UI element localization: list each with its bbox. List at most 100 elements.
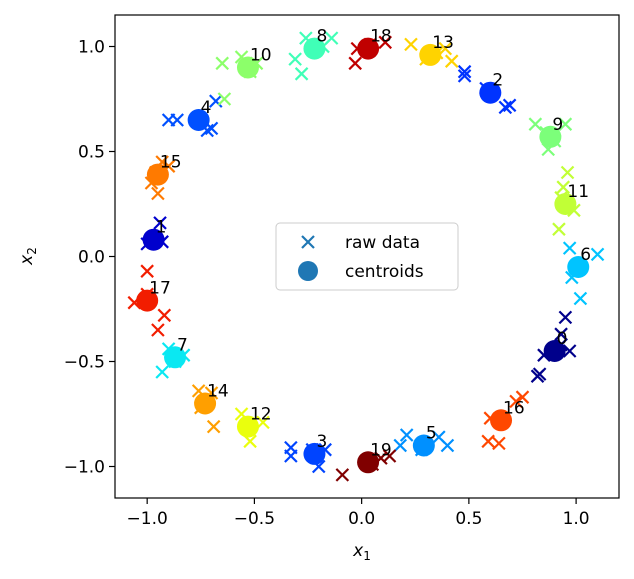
- raw-data-point: [492, 436, 506, 451]
- centroid-label: 1: [156, 218, 167, 238]
- y-tick-label: 1.0: [78, 38, 105, 58]
- x-axis-label: x1: [352, 541, 371, 563]
- raw-data-point: [294, 67, 309, 81]
- centroid-point: [357, 451, 380, 474]
- raw-data-point: [481, 434, 495, 449]
- raw-data-point: [457, 69, 472, 83]
- centroid-label: 5: [426, 424, 437, 444]
- axis-ticks: −1.0 −0.5 0.0 0.5 1.0 −1.0 −0.5 0.0 0.5 1.0: [64, 38, 590, 530]
- centroid-point: [567, 256, 590, 278]
- centroid-point: [236, 56, 259, 79]
- centroid-point: [412, 434, 435, 457]
- raw-data-point: [151, 186, 165, 201]
- centroid-label: 4: [201, 98, 212, 118]
- centroid-label: 6: [580, 245, 591, 265]
- centroid-label: 7: [177, 335, 188, 355]
- raw-data-point: [554, 327, 568, 341]
- x-tick-label: 0.0: [348, 509, 375, 529]
- legend-raw-data-marker-icon: [301, 235, 315, 249]
- y-tick-label: 0.0: [78, 248, 105, 268]
- raw-data-point: [573, 291, 588, 306]
- centroid-point: [479, 81, 502, 104]
- centroid-label: 10: [250, 46, 272, 66]
- centroid-label: 19: [370, 440, 392, 460]
- raw-data-point: [151, 323, 165, 337]
- raw-data-point: [378, 35, 393, 50]
- centroid-label: 16: [503, 398, 525, 418]
- raw-data-point: [170, 113, 184, 127]
- y-tick-label: −0.5: [64, 353, 105, 373]
- raw-data-point: [558, 310, 573, 325]
- raw-data-point: [562, 344, 577, 358]
- y-tick-label: 0.5: [78, 143, 105, 163]
- centroid-label: 15: [160, 153, 182, 173]
- centroid-point: [164, 346, 187, 369]
- raw-data-point: [157, 308, 172, 323]
- centroid-label: 0: [557, 329, 568, 349]
- raw-data-point: [256, 415, 270, 430]
- legend-centroids-label: centroids: [345, 262, 424, 282]
- raw-data-point: [498, 100, 513, 115]
- raw-data-point: [532, 367, 547, 381]
- raw-data-point: [502, 98, 517, 113]
- raw-data-point: [153, 216, 167, 230]
- raw-data-point: [556, 180, 571, 194]
- centroid-point: [142, 228, 165, 251]
- centroid-label: 14: [207, 382, 229, 402]
- centroid-label: 8: [316, 27, 327, 47]
- raw-data-point: [562, 241, 577, 255]
- x-tick-label: −1.0: [127, 509, 168, 529]
- centroid-label: 11: [567, 182, 589, 202]
- raw-data-point: [404, 37, 418, 52]
- raw-data-point: [399, 428, 414, 442]
- raw-data-point: [457, 64, 472, 79]
- x-tick-label: −0.5: [234, 509, 275, 529]
- legend-frame: [275, 222, 459, 291]
- raw-data-point: [444, 54, 459, 68]
- raw-data-point: [552, 222, 566, 236]
- raw-data-point: [440, 438, 455, 453]
- centroid-label: 3: [316, 432, 327, 452]
- raw-data-point: [590, 247, 605, 262]
- raw-data-point: [509, 394, 523, 409]
- centroid-point: [194, 392, 217, 415]
- legend-raw-data-label: raw data: [345, 233, 420, 253]
- centroid-label: 12: [250, 405, 272, 425]
- legend-centroids-marker-icon: [298, 261, 318, 281]
- centroid-point: [543, 340, 566, 362]
- centroid-point: [419, 43, 442, 66]
- raw-data-point: [155, 365, 169, 379]
- centroid-point: [490, 409, 513, 432]
- raw-data-point: [288, 52, 302, 66]
- x-tick-label: 0.5: [455, 509, 482, 529]
- raw-data-point: [348, 56, 362, 71]
- raw-data-point: [382, 449, 397, 463]
- centroid-label: 13: [432, 33, 454, 53]
- raw-data-point: [393, 438, 408, 453]
- centroid-point: [539, 125, 562, 148]
- raw-data-point: [515, 390, 530, 404]
- centroid-point: [136, 289, 159, 312]
- raw-data-point: [438, 41, 453, 56]
- y-axis-label: x2: [17, 247, 39, 266]
- raw-data-point: [206, 419, 221, 434]
- centroid-point: [554, 193, 577, 215]
- x-tick-label: 1.0: [563, 509, 590, 529]
- centroid-label: 18: [370, 27, 392, 47]
- raw-data-point: [558, 117, 573, 131]
- centroid-label: 17: [149, 279, 171, 299]
- centroid-point: [187, 109, 210, 131]
- centroid-label: 2: [492, 71, 503, 91]
- raw-data-point: [217, 92, 232, 106]
- raw-data-point: [560, 165, 575, 180]
- legend: raw data centroids: [275, 222, 459, 291]
- centroid-point: [303, 37, 326, 60]
- raw-data-point: [528, 117, 543, 131]
- raw-data-point: [215, 56, 230, 71]
- centroid-point: [357, 37, 380, 60]
- raw-data-point: [284, 449, 298, 463]
- raw-data-point: [209, 94, 223, 108]
- centroid-point: [236, 415, 259, 438]
